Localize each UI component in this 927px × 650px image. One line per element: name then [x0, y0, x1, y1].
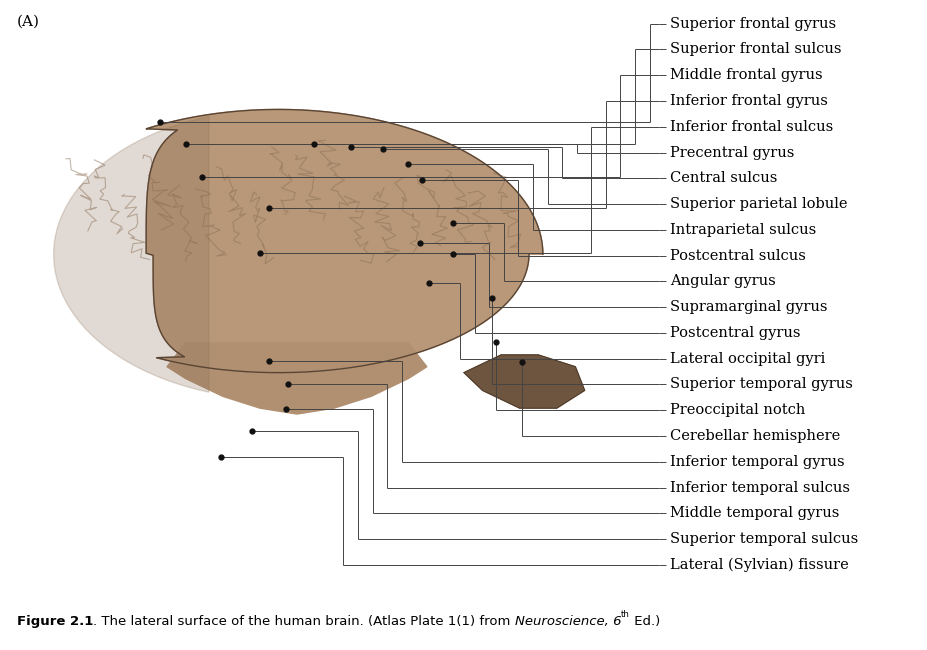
Polygon shape — [54, 116, 209, 392]
Polygon shape — [146, 109, 542, 372]
Text: Middle frontal gyrus: Middle frontal gyrus — [669, 68, 821, 82]
Text: th: th — [620, 610, 629, 619]
Text: Precentral gyrus: Precentral gyrus — [669, 146, 794, 159]
Text: Supramarginal gyrus: Supramarginal gyrus — [669, 300, 827, 314]
Text: Angular gyrus: Angular gyrus — [669, 274, 775, 289]
Text: Superior temporal sulcus: Superior temporal sulcus — [669, 532, 857, 546]
Text: Figure 2.1: Figure 2.1 — [17, 615, 93, 628]
Text: Lateral (Sylvian) fissure: Lateral (Sylvian) fissure — [669, 558, 848, 572]
Text: Inferior temporal gyrus: Inferior temporal gyrus — [669, 455, 844, 469]
Text: Ed.): Ed.) — [629, 615, 660, 628]
Text: Postcentral sulcus: Postcentral sulcus — [669, 248, 805, 263]
Text: Intraparietal sulcus: Intraparietal sulcus — [669, 223, 816, 237]
Text: Superior frontal sulcus: Superior frontal sulcus — [669, 42, 841, 57]
Text: Inferior temporal sulcus: Inferior temporal sulcus — [669, 480, 849, 495]
Text: Central sulcus: Central sulcus — [669, 172, 777, 185]
Text: Middle temporal gyrus: Middle temporal gyrus — [669, 506, 839, 521]
Text: . The lateral surface of the human brain. (Atlas Plate 1(1) from: . The lateral surface of the human brain… — [93, 615, 514, 628]
Text: Neuroscience, 6: Neuroscience, 6 — [514, 615, 620, 628]
Text: Cerebellar hemisphere: Cerebellar hemisphere — [669, 429, 839, 443]
Text: (A): (A) — [17, 15, 40, 29]
Text: Superior temporal gyrus: Superior temporal gyrus — [669, 378, 852, 391]
Text: Preoccipital notch: Preoccipital notch — [669, 403, 805, 417]
Text: Postcentral gyrus: Postcentral gyrus — [669, 326, 800, 340]
Text: Inferior frontal sulcus: Inferior frontal sulcus — [669, 120, 832, 134]
Polygon shape — [167, 343, 426, 414]
Polygon shape — [464, 355, 584, 408]
Text: Superior parietal lobule: Superior parietal lobule — [669, 197, 846, 211]
Text: Superior frontal gyrus: Superior frontal gyrus — [669, 17, 835, 31]
Text: Lateral occipital gyri: Lateral occipital gyri — [669, 352, 824, 366]
Text: Inferior frontal gyrus: Inferior frontal gyrus — [669, 94, 827, 108]
